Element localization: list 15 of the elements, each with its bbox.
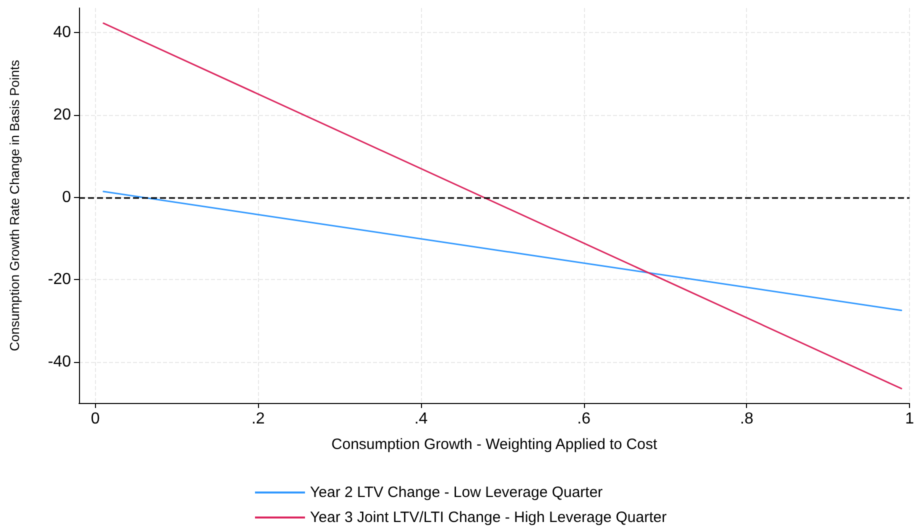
x-tick-label: .6 bbox=[577, 410, 591, 428]
y-tick-label: 20 bbox=[53, 106, 72, 124]
y-tick-label: 0 bbox=[62, 188, 72, 206]
legend-label: Year 2 LTV Change - Low Leverage Quarter bbox=[310, 484, 603, 501]
x-tick-label: .8 bbox=[740, 410, 754, 428]
legend-label: Year 3 Joint LTV/LTI Change - High Leverage Quarter bbox=[310, 509, 667, 526]
x-tick-label: 1 bbox=[905, 410, 914, 428]
x-tick-label: 0 bbox=[90, 410, 100, 428]
x-tick-label: .4 bbox=[414, 410, 428, 428]
y-tick-label: -20 bbox=[48, 271, 72, 288]
y-tick-label: -40 bbox=[48, 353, 72, 370]
x-axis-title: Consumption Growth - Weighting Applied to Cost bbox=[331, 436, 658, 453]
x-tick-label: .2 bbox=[251, 410, 265, 428]
y-axis-title: Consumption Growth Rate Change in Basis Points bbox=[7, 59, 22, 352]
y-tick-label: 40 bbox=[53, 24, 72, 42]
